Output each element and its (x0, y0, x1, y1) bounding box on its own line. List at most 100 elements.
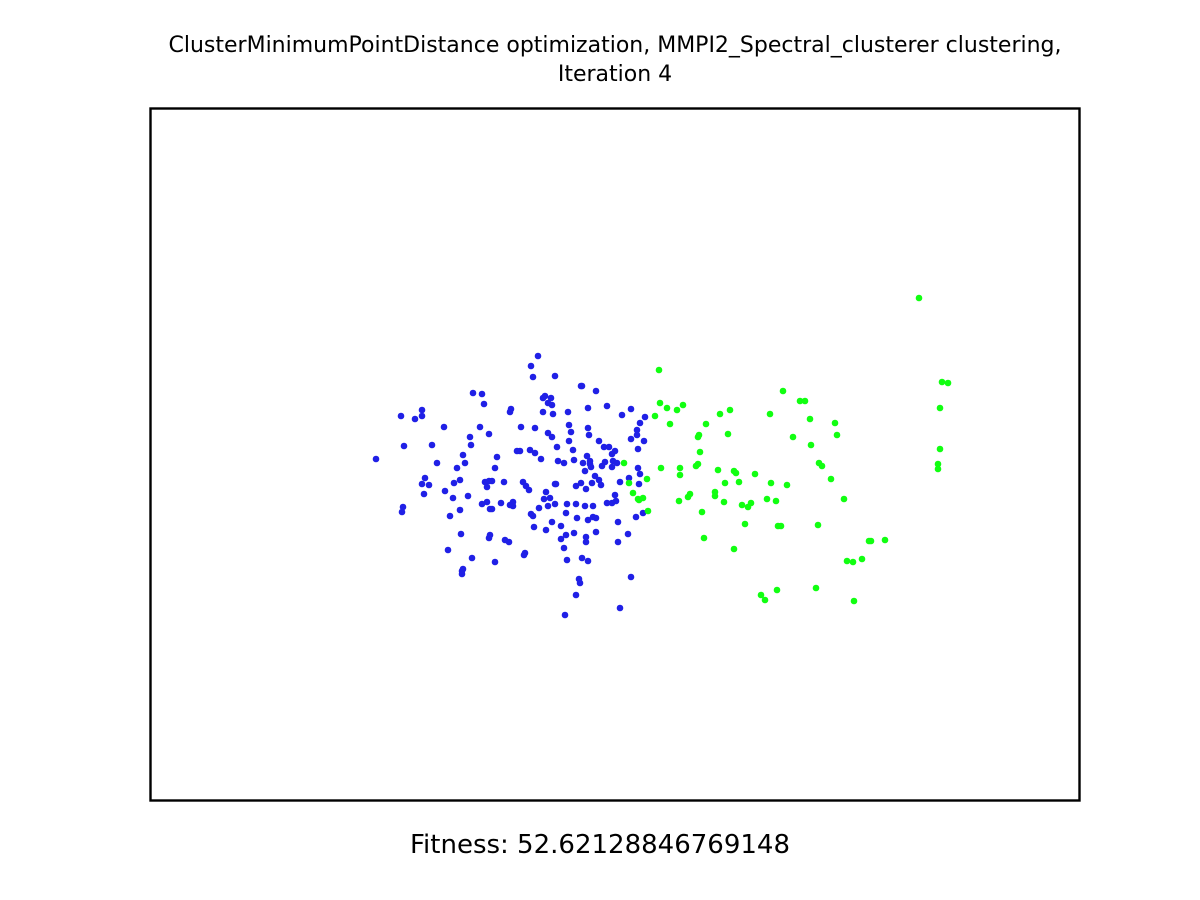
data-point (796, 397, 804, 405)
data-point (527, 362, 535, 370)
data-point (588, 479, 596, 487)
data-point (643, 475, 651, 483)
data-point (464, 492, 472, 500)
data-point (500, 478, 508, 486)
data-point (858, 555, 866, 563)
data-point (583, 452, 591, 460)
data-point (561, 611, 569, 619)
data-point (915, 294, 923, 302)
data-point (629, 489, 637, 497)
data-point (595, 476, 603, 484)
data-point (517, 423, 525, 431)
data-point (686, 490, 694, 498)
data-point (676, 464, 684, 472)
data-point (428, 441, 436, 449)
data-point (716, 410, 724, 418)
data-point (801, 397, 809, 405)
data-point (831, 419, 839, 427)
data-point (730, 545, 738, 553)
data-point (478, 390, 486, 398)
data-point (589, 513, 597, 521)
data-point (441, 487, 449, 495)
data-point (632, 513, 640, 521)
data-point (480, 400, 488, 408)
data-point (560, 544, 568, 552)
data-point (938, 378, 946, 386)
data-point (440, 423, 448, 431)
data-point (735, 478, 743, 486)
data-point (398, 508, 406, 516)
data-point (526, 446, 534, 454)
data-point (818, 462, 826, 470)
data-point (418, 480, 426, 488)
data-point (700, 534, 708, 542)
data-point (639, 509, 647, 517)
data-point (600, 443, 608, 451)
data-point (585, 431, 593, 439)
data-point (418, 406, 426, 414)
data-point (620, 459, 628, 467)
data-point (618, 411, 626, 419)
data-point (564, 408, 572, 416)
points-layer (372, 294, 952, 619)
data-point (698, 508, 706, 516)
data-point (587, 463, 595, 471)
data-point (486, 531, 494, 539)
data-point (521, 549, 529, 557)
data-point (505, 538, 513, 546)
data-point (934, 460, 942, 468)
data-point (867, 537, 875, 545)
data-point (634, 464, 642, 472)
data-point (581, 502, 589, 510)
data-point (400, 442, 408, 450)
data-point (595, 437, 603, 445)
data-point (372, 455, 380, 463)
data-point (767, 479, 775, 487)
data-point (466, 433, 474, 441)
data-point (936, 445, 944, 453)
chart-title-line-2: Iteration 4 (557, 62, 673, 87)
data-point (488, 505, 496, 513)
data-point (540, 495, 548, 503)
data-point (563, 556, 571, 564)
data-point (458, 570, 466, 578)
data-point (763, 495, 771, 503)
data-point (644, 507, 652, 515)
data-point (548, 433, 556, 441)
data-point (509, 498, 517, 506)
data-point (446, 512, 454, 520)
data-point (843, 557, 851, 565)
data-point (560, 459, 568, 467)
data-point (783, 481, 791, 489)
data-point (420, 490, 428, 498)
data-point (673, 406, 681, 414)
data-point (572, 591, 580, 599)
data-point (711, 488, 719, 496)
data-point (724, 430, 732, 438)
data-point (833, 431, 841, 439)
data-point (840, 495, 848, 503)
data-point (812, 584, 820, 592)
data-point (738, 501, 746, 509)
data-point (625, 474, 633, 482)
data-point (493, 453, 501, 461)
data-point (641, 413, 649, 421)
data-point (554, 457, 562, 465)
data-point (411, 415, 419, 423)
data-point (625, 479, 633, 487)
data-point (456, 476, 464, 484)
data-point (453, 464, 461, 472)
data-point (468, 554, 476, 562)
data-point (721, 479, 729, 487)
data-point (657, 464, 665, 472)
data-point (696, 448, 704, 456)
data-point (732, 469, 740, 477)
fitness-label: Fitness: 52.62128846769148 (409, 830, 790, 860)
data-point (488, 477, 496, 485)
data-point (562, 531, 570, 539)
data-point (578, 554, 586, 562)
data-point (483, 498, 491, 506)
data-point (849, 558, 857, 566)
data-point (572, 500, 580, 508)
data-point (766, 410, 774, 418)
